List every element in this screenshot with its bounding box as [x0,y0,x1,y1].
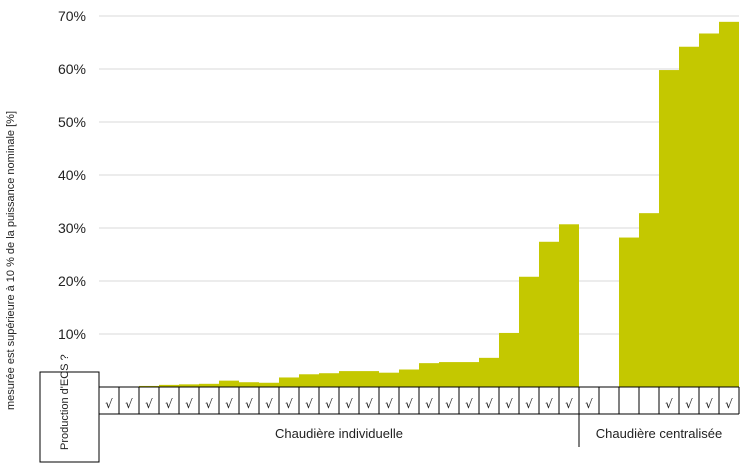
bars [99,21,739,388]
ecs-check: √ [445,397,453,411]
y-tick-labels: 10% 20% 30% 40% 50% 60% 70% [58,8,86,342]
bar [559,224,579,387]
bar [259,382,279,387]
ecs-table: √ √ √ √ √ √ √ √ √ √ √ √ √ √ √ √ √ √ √ √ √ √ √ √ √ √ √ √ √ Chaudière i… [98,387,740,447]
ecs-check: √ [665,397,673,411]
bar [639,213,659,387]
group-label: Chaudière centralisée [596,426,722,441]
group-label: Chaudière individuelle [275,426,403,441]
ecs-check: √ [125,397,133,411]
ecs-check: √ [265,397,273,411]
ecs-check: √ [325,397,333,411]
bar [439,362,459,387]
ecs-check: √ [545,397,553,411]
ecs-check: √ [145,397,153,411]
ecs-check: √ [425,397,433,411]
bar [499,332,519,387]
bar [299,374,319,387]
ecs-check: √ [505,397,513,411]
y-tick-label: 10% [58,326,86,342]
bar [339,371,359,387]
bar [199,383,219,387]
y-tick-label: 40% [58,167,86,183]
y-tick-label: 70% [58,8,86,24]
ecs-check: √ [485,397,493,411]
table-header-cell [39,371,100,463]
y-tick-label: 60% [58,61,86,77]
ecs-check: √ [685,397,693,411]
ecs-check: √ [185,397,193,411]
ecs-check: √ [725,397,733,411]
bar [179,384,199,387]
bar [319,373,339,387]
ecs-check: √ [245,397,253,411]
bar [719,21,739,388]
bar [679,46,699,388]
bar [659,70,679,387]
bar [619,237,639,387]
gridlines [99,15,739,335]
ecs-check: √ [525,397,533,411]
bar [399,369,419,387]
ecs-check: √ [585,397,593,411]
y-axis-label: mesurée est supérieure à 10 % de la puis… [5,111,17,410]
bar [419,363,439,387]
bar [479,357,499,387]
bar [219,380,239,387]
bar [279,377,299,387]
bar [699,33,719,388]
ecs-check: √ [285,397,293,411]
bar [159,384,179,387]
ecs-check: √ [405,397,413,411]
y-tick-label: 30% [58,220,86,236]
ecs-check: √ [105,397,113,411]
y-tick-label: 20% [58,273,86,289]
ecs-check: √ [705,397,713,411]
table-header-label: Production d'ECS ? [59,354,71,450]
ecs-check: √ [225,397,233,411]
bar [519,276,539,387]
ecs-check: √ [565,397,573,411]
ecs-check: √ [385,397,393,411]
bar [139,385,159,387]
bar [459,362,479,387]
bar [379,372,399,387]
ecs-check: √ [365,397,373,411]
bar [359,371,379,387]
ecs-check: √ [305,397,313,411]
bar [239,382,259,387]
bar [539,241,559,387]
ecs-check: √ [465,397,473,411]
y-tick-label: 50% [58,114,86,130]
ecs-check: √ [205,397,213,411]
ecs-check: √ [165,397,173,411]
ecs-check: √ [345,397,353,411]
